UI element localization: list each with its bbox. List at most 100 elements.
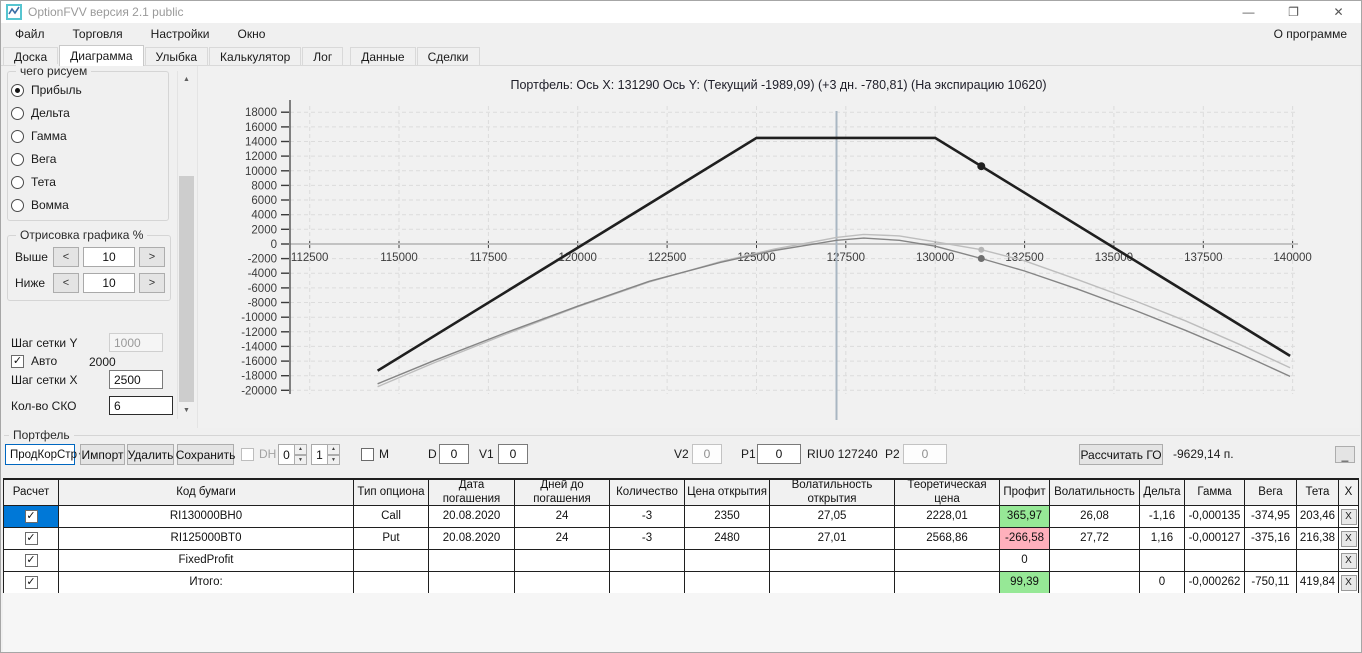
delete-row-button[interactable]: X [1340, 552, 1357, 569]
table-cell[interactable] [685, 572, 770, 594]
table-cell[interactable]: 203,46 [1297, 506, 1339, 528]
table-cell[interactable]: 99,39 [1000, 572, 1050, 594]
radio-gamma[interactable]: Гамма [11, 129, 67, 143]
tab-smile[interactable]: Улыбка [144, 47, 209, 66]
table-cell[interactable]: 0 [1140, 572, 1185, 594]
restore-button[interactable]: ❐ [1288, 5, 1299, 19]
delete-row-button[interactable]: X [1340, 508, 1357, 525]
row-checkbox[interactable]: ✓ [24, 532, 38, 545]
column-header[interactable]: Расчет [4, 480, 59, 506]
table-cell[interactable]: Итого: [59, 572, 354, 594]
spin-up-icon[interactable]: ▲ [294, 444, 307, 455]
column-header[interactable]: Дата погашения [429, 480, 515, 506]
radio-vomma[interactable]: Вомма [11, 198, 69, 212]
table-cell[interactable]: 2228,01 [895, 506, 1000, 528]
tab-board[interactable]: Доска [3, 47, 59, 66]
table-cell[interactable] [515, 572, 610, 594]
sko-field[interactable]: 6 [109, 396, 173, 415]
m-checkbox[interactable]: M [361, 447, 389, 461]
table-cell[interactable]: -750,11 [1245, 572, 1297, 594]
column-header[interactable]: Теоретическая цена [895, 480, 1000, 506]
above-value-field[interactable]: 10 [83, 247, 135, 267]
table-cell[interactable]: 216,38 [1297, 528, 1339, 550]
table-cell[interactable]: 2568,86 [895, 528, 1000, 550]
scroll-up-icon[interactable]: ▲ [178, 71, 195, 88]
calc-checkbox-cell[interactable]: ✓ [4, 506, 59, 528]
table-cell[interactable]: RI125000BT0 [59, 528, 354, 550]
dh-checkbox[interactable]: DH [241, 447, 276, 461]
v1-field[interactable]: 0 [498, 444, 528, 464]
tab-deals[interactable]: Сделки [416, 47, 480, 66]
minimize-panel-button[interactable]: _ [1335, 446, 1355, 463]
delete-button[interactable]: Удалить [127, 444, 174, 465]
minimize-button[interactable]: — [1242, 5, 1255, 19]
menu-file[interactable]: Файл [15, 26, 45, 41]
above-increment-button[interactable]: > [139, 247, 165, 267]
column-header[interactable]: Дней до погашения [515, 480, 610, 506]
column-header[interactable]: X [1339, 480, 1359, 506]
table-cell[interactable] [1140, 550, 1185, 572]
table-cell[interactable] [354, 550, 429, 572]
table-cell[interactable]: 2350 [685, 506, 770, 528]
table-cell[interactable] [770, 550, 895, 572]
radio-theta[interactable]: Тета [11, 175, 56, 189]
sidebar-scrollbar[interactable]: ▲ ▼ [177, 71, 195, 419]
table-cell[interactable]: 27,01 [770, 528, 895, 550]
table-cell[interactable] [1185, 550, 1245, 572]
below-increment-button[interactable]: > [139, 273, 165, 293]
spin-down-icon[interactable]: ▼ [327, 454, 340, 465]
grid-x-field[interactable]: 2500 [109, 370, 163, 389]
column-header[interactable]: Тета [1297, 480, 1339, 506]
table-cell[interactable] [1050, 550, 1140, 572]
table-cell[interactable]: 20.08.2020 [429, 528, 515, 550]
table-cell[interactable] [1297, 550, 1339, 572]
delete-row-button[interactable]: X [1340, 574, 1357, 591]
spinner-1[interactable]: 0 ▲ ▼ [278, 444, 307, 465]
auto-checkbox[interactable]: ✓ Авто [11, 354, 57, 368]
radio-delta[interactable]: Дельта [11, 106, 70, 120]
calc-checkbox-cell[interactable]: ✓ [4, 528, 59, 550]
table-cell[interactable]: -0,000127 [1185, 528, 1245, 550]
above-decrement-button[interactable]: < [53, 247, 79, 267]
tab-calculator[interactable]: Калькулятор [209, 47, 302, 66]
row-checkbox[interactable]: ✓ [24, 554, 38, 567]
save-button[interactable]: Сохранить [176, 444, 235, 465]
column-header[interactable]: Количество [610, 480, 685, 506]
row-checkbox[interactable]: ✓ [24, 510, 38, 523]
table-cell[interactable]: 26,08 [1050, 506, 1140, 528]
table-cell[interactable]: 1,16 [1140, 528, 1185, 550]
column-header[interactable]: Код бумаги [59, 480, 354, 506]
table-cell[interactable]: -3 [610, 506, 685, 528]
table-cell[interactable]: 24 [515, 506, 610, 528]
column-header[interactable]: Волатильность открытия [770, 480, 895, 506]
delete-row-button[interactable]: X [1340, 530, 1357, 547]
close-button[interactable]: ✕ [1333, 5, 1344, 19]
table-cell[interactable]: 20.08.2020 [429, 506, 515, 528]
column-header[interactable]: Волатильность [1050, 480, 1140, 506]
table-cell[interactable] [895, 572, 1000, 594]
table-cell[interactable]: Put [354, 528, 429, 550]
table-cell[interactable] [610, 550, 685, 572]
menu-settings[interactable]: Настройки [150, 26, 210, 41]
table-cell[interactable] [895, 550, 1000, 572]
column-header[interactable]: Тип опциона [354, 480, 429, 506]
table-cell[interactable]: 27,05 [770, 506, 895, 528]
spin-down-icon[interactable]: ▼ [294, 454, 307, 465]
calc-checkbox-cell[interactable]: ✓ [4, 550, 59, 572]
table-cell[interactable]: -0,000262 [1185, 572, 1245, 594]
portfolio-combobox[interactable]: ПродКорСтр▼ [5, 444, 86, 465]
menu-about[interactable]: О программе [1273, 27, 1347, 41]
table-cell[interactable] [515, 550, 610, 572]
table-cell[interactable]: -1,16 [1140, 506, 1185, 528]
table-cell[interactable]: -0,000135 [1185, 506, 1245, 528]
payoff-chart[interactable]: 18000 16000 14000 12000 10000 8000 6000 4000 200… [198, 66, 1360, 428]
column-header[interactable]: Гамма [1185, 480, 1245, 506]
radio-profit[interactable]: Прибыль [11, 83, 82, 97]
table-cell[interactable]: Call [354, 506, 429, 528]
p1-field[interactable]: 0 [757, 444, 801, 464]
tab-diagram[interactable]: Диаграмма [59, 45, 144, 66]
below-value-field[interactable]: 10 [83, 273, 135, 293]
table-cell[interactable] [610, 572, 685, 594]
below-decrement-button[interactable]: < [53, 273, 79, 293]
table-cell[interactable]: -374,95 [1245, 506, 1297, 528]
